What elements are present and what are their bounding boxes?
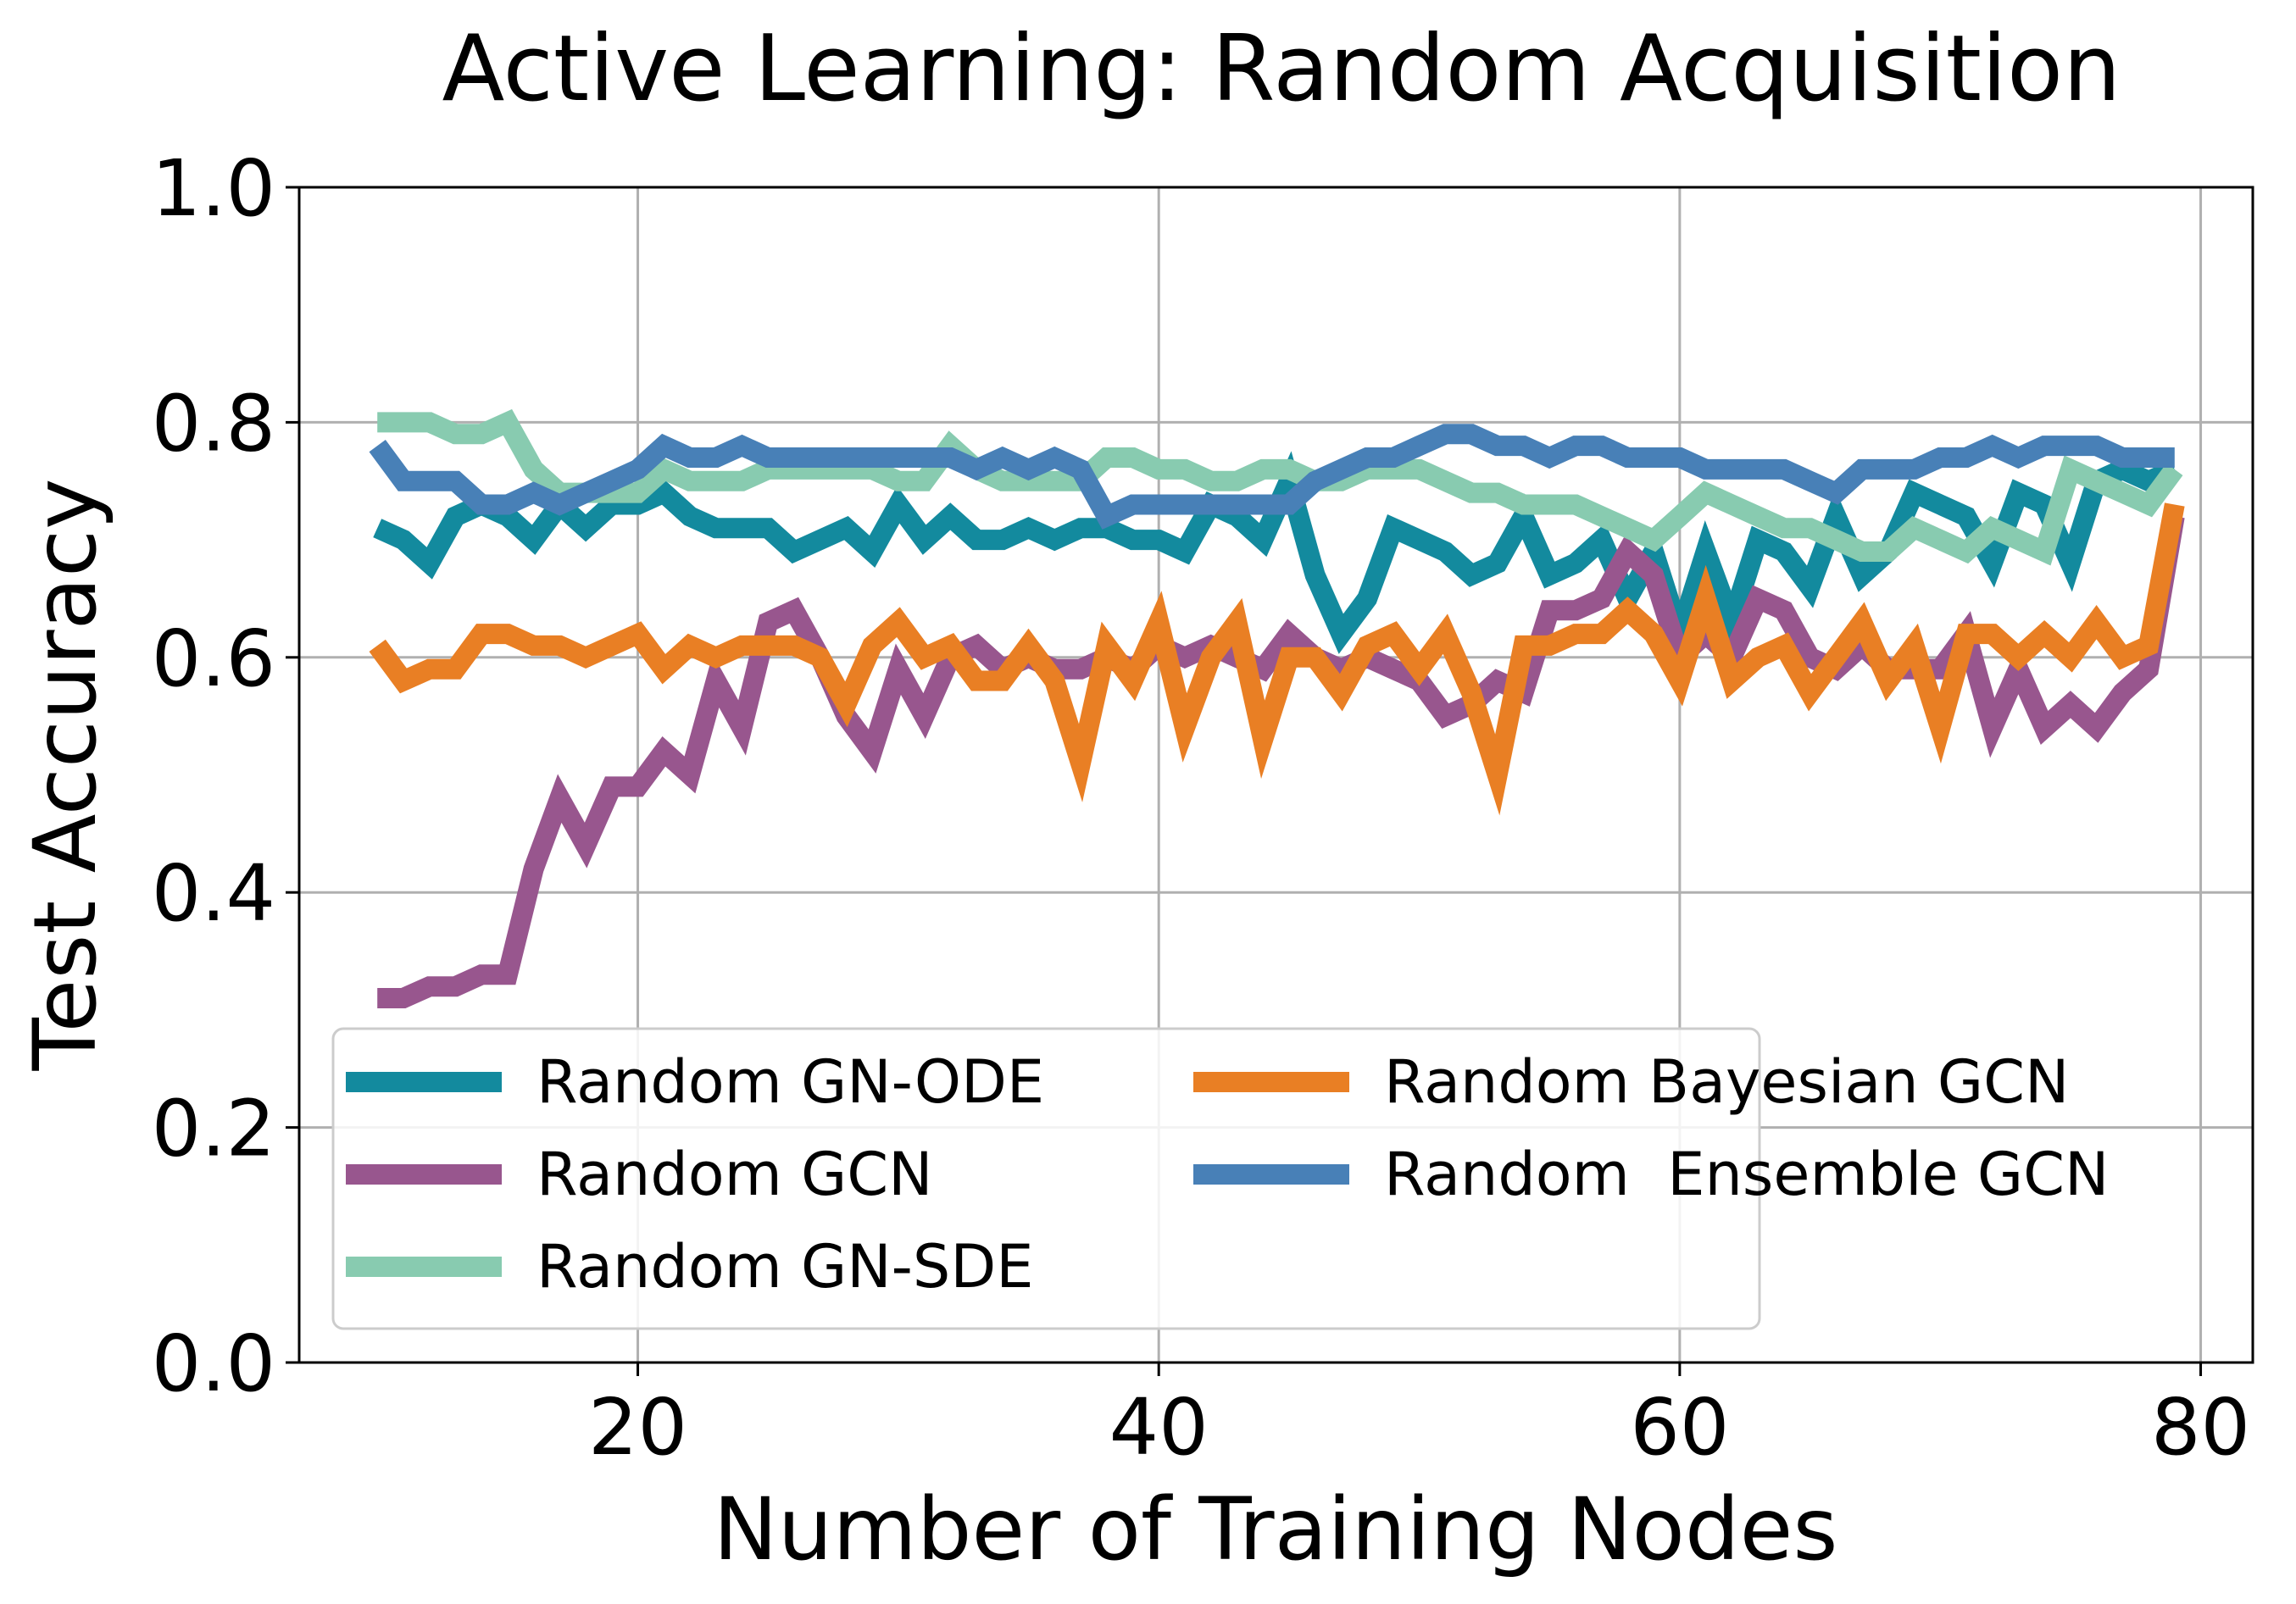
legend-item: Random GN-SDE [346,1232,1034,1302]
y-tick-label: 0.6 [152,613,275,704]
axis-ticks: 20 40 60 80 0.0 0.2 0.4 0.6 0.8 1.0 [152,143,2250,1473]
series-line-2 [377,408,2183,566]
x-tick-label: 80 [2151,1382,2250,1473]
x-tick-label: 40 [1109,1382,1209,1473]
series-lines [369,408,2185,1008]
x-tick-label: 60 [1630,1382,1729,1473]
chart-title: Active Learning: Random Acquisition [442,16,2121,122]
legend-item: Random GN-ODE [346,1047,1044,1117]
series-line-3 [369,502,2185,816]
legend-label: Random Ensemble GCN [1384,1140,2109,1209]
y-axis-label: Test Accuracy [15,479,116,1072]
legend-label: Random GN-ODE [536,1047,1044,1117]
y-tick-label: 0.2 [152,1084,275,1174]
y-tick-label: 0.8 [152,378,275,469]
legend-label: Random GN-SDE [536,1232,1034,1302]
series-line-1 [377,514,2185,1008]
legend-box [331,1027,1761,1330]
series-line-4 [369,424,2175,530]
y-tick-label: 1.0 [152,143,275,234]
legend-label: Random GCN [536,1140,933,1209]
x-tick-label: 20 [588,1382,687,1473]
y-tick-label: 0.4 [152,848,275,939]
y-tick-label: 0.0 [152,1318,275,1409]
legend-item: Random GCN [346,1140,933,1209]
plot-frame [297,186,2254,1364]
legend-item: Random Ensemble GCN [1193,1140,2109,1209]
legend-item: Random Bayesian GCN [1193,1047,2069,1117]
x-axis-label: Number of Training Nodes [713,1479,1837,1580]
legend: Random GN-ODE Random GCN Random GN-SDE Rand… [331,1027,2109,1330]
legend-label: Random Bayesian GCN [1384,1047,2069,1117]
